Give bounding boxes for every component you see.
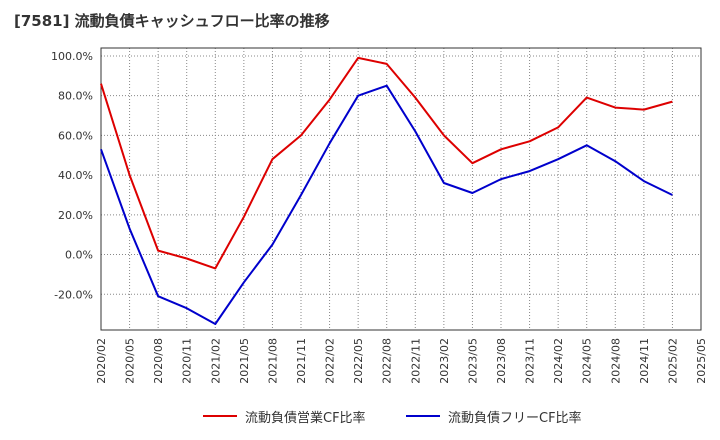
y-tick-label: 20.0% (58, 209, 93, 222)
x-tick-label: 2023/08 (495, 338, 508, 384)
x-tick-label: 2021/05 (238, 338, 251, 384)
x-tick-label: 2024/11 (638, 338, 651, 384)
chart-legend: 流動負債営業CF比率 流動負債フリーCF比率 (0, 404, 720, 428)
x-tick-label: 2024/05 (581, 338, 594, 384)
x-tick-label: 2021/02 (209, 338, 222, 384)
x-tick-label: 2023/05 (466, 338, 479, 384)
x-tick-label: 2020/05 (124, 338, 137, 384)
y-tick-label: 100.0% (51, 50, 93, 63)
x-tick-label: 2025/02 (666, 338, 679, 384)
x-tick-label: 2024/02 (552, 338, 565, 384)
y-tick-label: 80.0% (58, 90, 93, 103)
y-tick-label: 60.0% (58, 129, 93, 142)
x-tick-label: 2022/11 (409, 338, 422, 384)
legend-item-operating-cf: 流動負債営業CF比率 (203, 404, 366, 428)
y-tick-label: 0.0% (65, 249, 93, 262)
x-tick-label: 2020/11 (181, 338, 194, 384)
legend-swatch-free-cf (406, 415, 440, 417)
x-tick-label: 2023/11 (524, 338, 537, 384)
x-tick-label: 2023/02 (438, 338, 451, 384)
x-tick-label: 2022/02 (324, 338, 337, 384)
legend-swatch-operating-cf (203, 415, 237, 417)
x-tick-label: 2020/02 (95, 338, 108, 384)
series-line-free-cf (100, 84, 673, 325)
legend-label-operating-cf: 流動負債営業CF比率 (245, 410, 366, 426)
x-tick-label: 2021/08 (266, 338, 279, 384)
series-line-operating-cf (100, 56, 673, 270)
plot-frame (100, 47, 702, 331)
x-tick-label: 2022/08 (381, 338, 394, 384)
y-tick-label: -20.0% (54, 288, 93, 301)
x-tick-label: 2021/11 (295, 338, 308, 384)
x-tick-label: 2025/05 (695, 338, 708, 384)
x-tick-label: 2020/08 (152, 338, 165, 384)
x-tick-label: 2022/05 (352, 338, 365, 384)
legend-item-free-cf: 流動負債フリーCF比率 (406, 404, 582, 428)
x-tick-label: 2024/08 (609, 338, 622, 384)
y-tick-label: 40.0% (58, 169, 93, 182)
legend-label-free-cf: 流動負債フリーCF比率 (448, 410, 582, 426)
chart-title: [7581] 流動負債キャッシュフロー比率の推移 (14, 12, 330, 30)
